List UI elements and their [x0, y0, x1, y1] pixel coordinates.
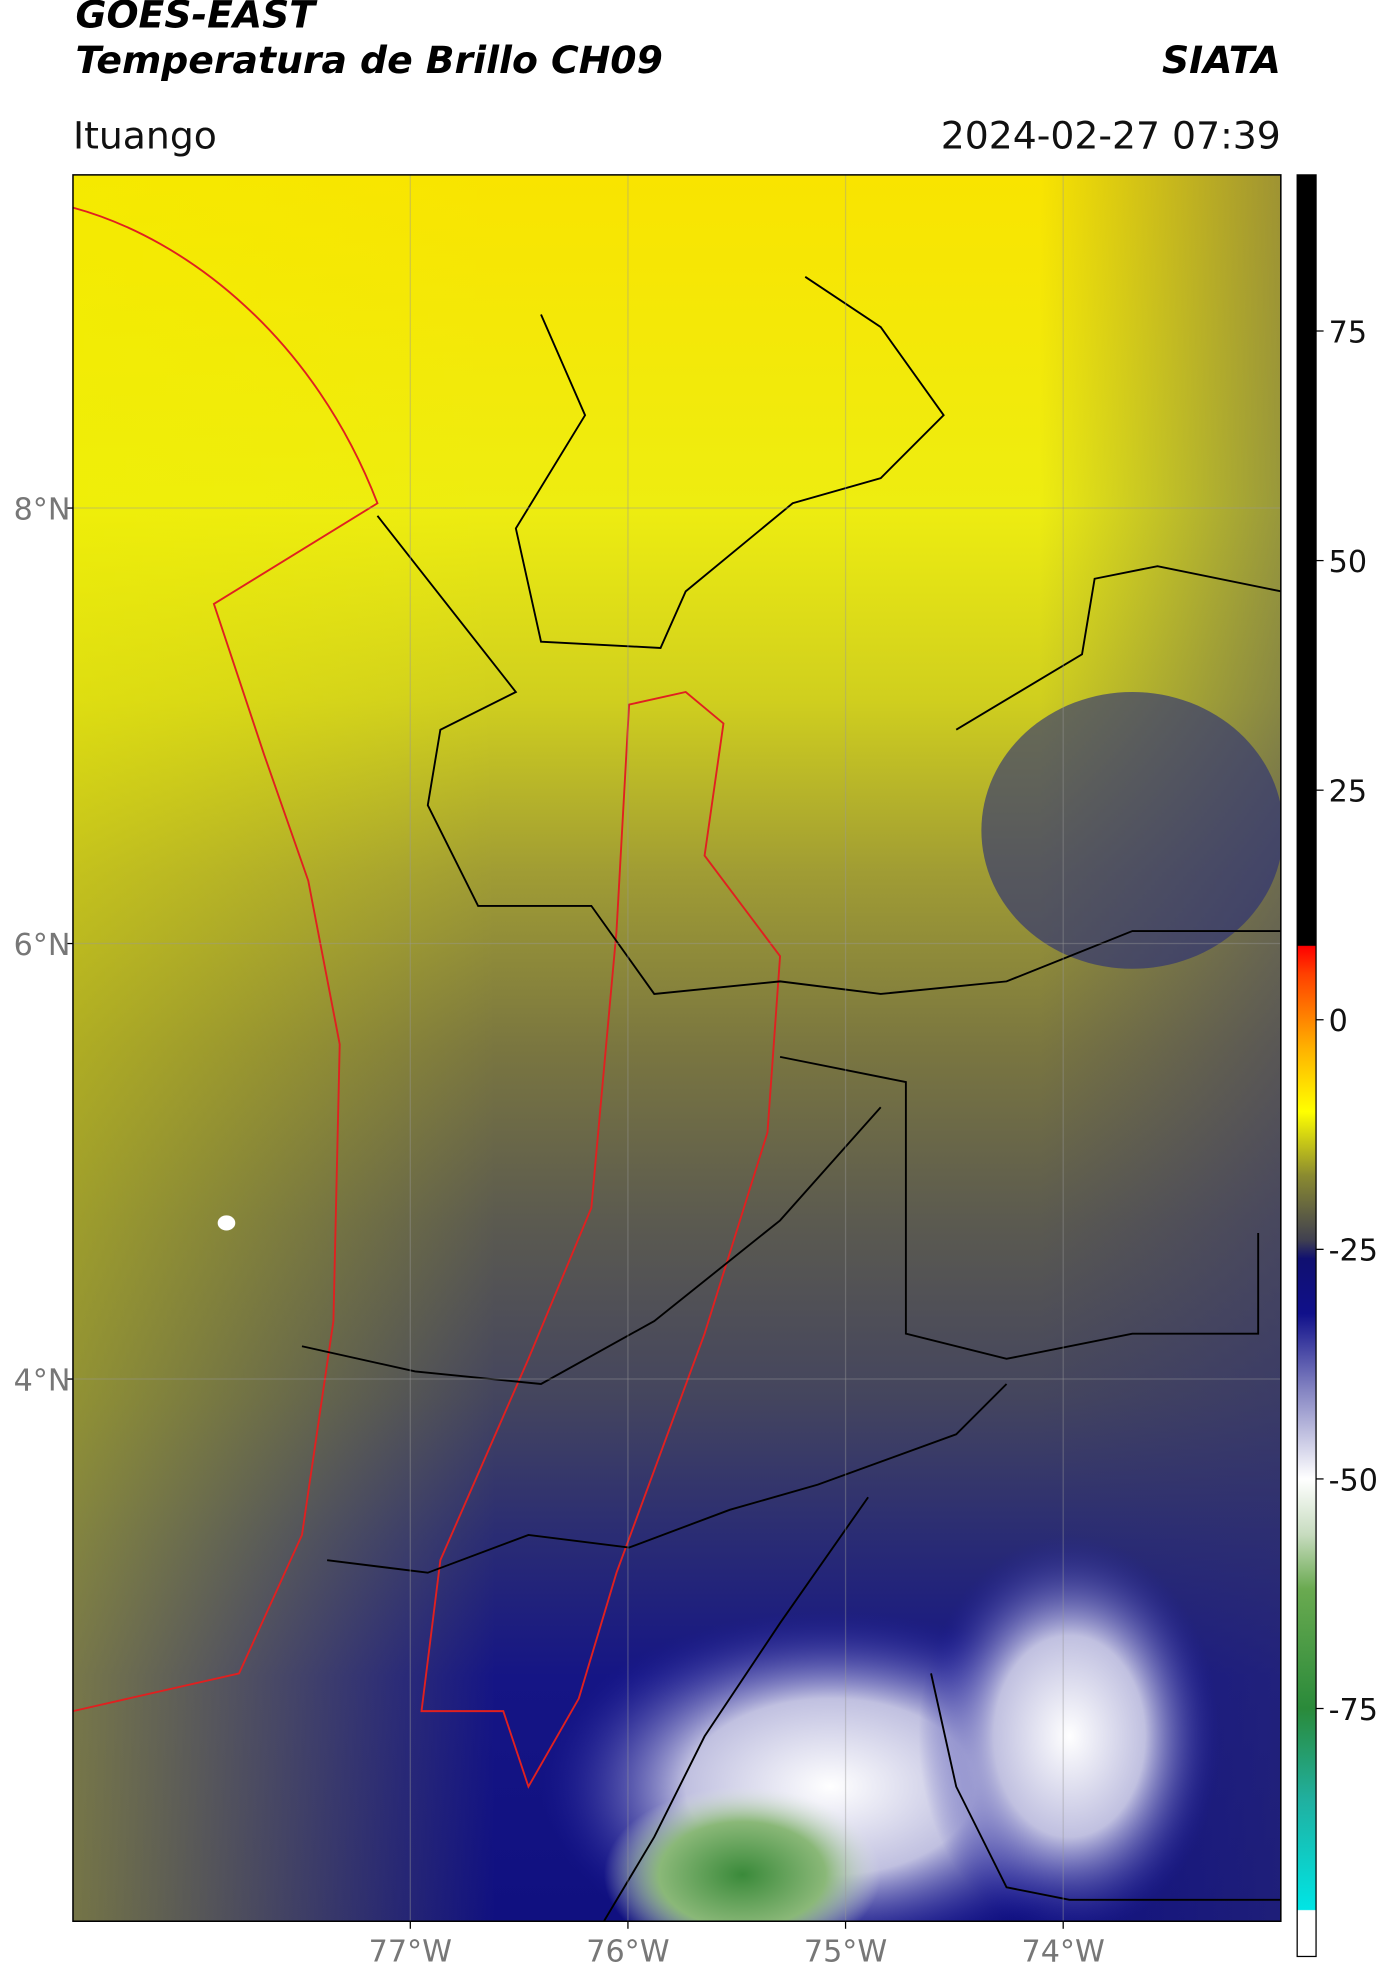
y-tick-label: 8°N [14, 492, 71, 527]
map-image [72, 174, 1281, 1922]
location: Ituango [73, 113, 217, 157]
colorbar-tick-label: 50 [1329, 545, 1367, 580]
datetime: 2024-02-27 07:39 [941, 113, 1281, 157]
colorbar-tick-label: 25 [1329, 774, 1367, 809]
x-tick-label: 74°W [1022, 1934, 1105, 1969]
colorbar-tick-label: -75 [1329, 1693, 1378, 1728]
subtitle: Temperatura de Brillo CH09 [75, 38, 662, 82]
colorbar-tick-label: 75 [1329, 315, 1367, 350]
colorbar-tick-label: -25 [1329, 1234, 1378, 1269]
title: GOES-EAST [75, 0, 318, 37]
x-tick-label: 75°W [804, 1934, 887, 1969]
colorbar-tick-label: -50 [1329, 1463, 1378, 1498]
colorbar-tick-label: 0 [1329, 1004, 1348, 1039]
y-tick-label: 4°N [14, 1363, 71, 1398]
colorbar [1296, 174, 1317, 1958]
source: SIATA [1162, 38, 1281, 82]
map-frame [72, 174, 1282, 1922]
x-tick-label: 76°W [586, 1934, 669, 1969]
y-tick-label: 6°N [14, 928, 71, 963]
x-tick-label: 77°W [369, 1934, 452, 1969]
